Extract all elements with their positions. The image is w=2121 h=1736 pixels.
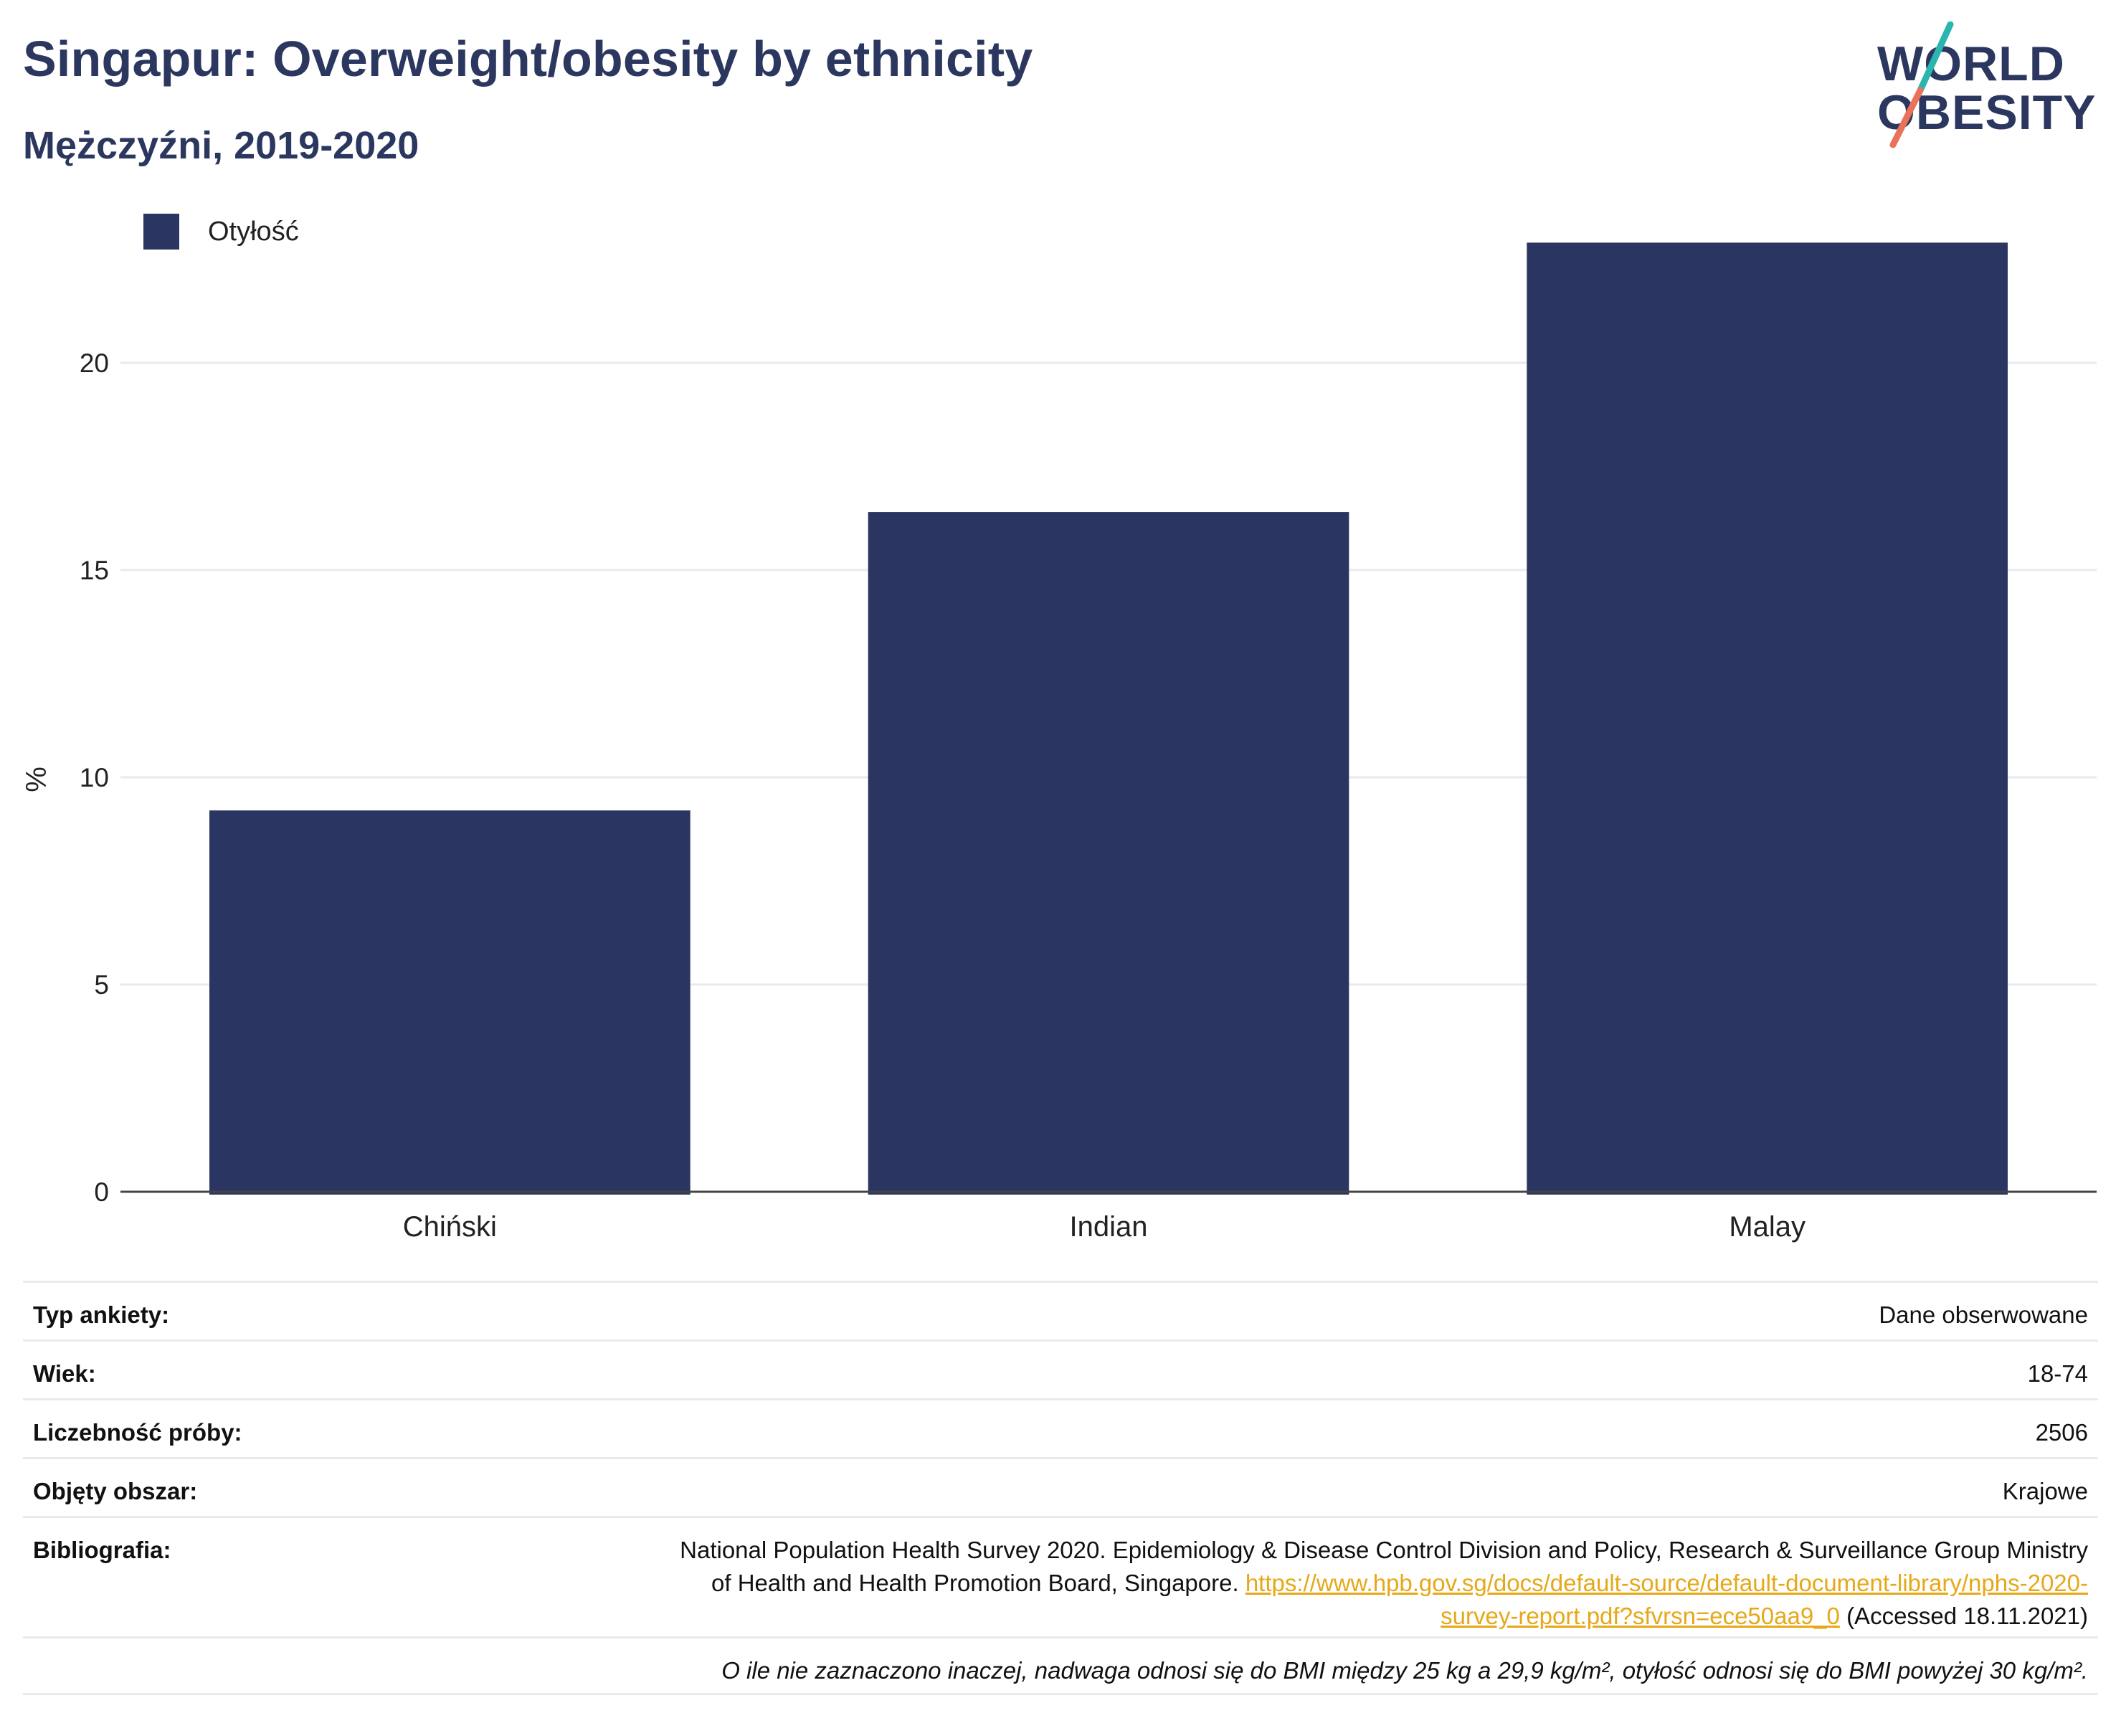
y-tick-label: 15: [80, 556, 109, 585]
meta-key: Liczebność próby:: [33, 1419, 242, 1446]
bibliography-text: National Population Health Survey 2020. …: [33, 1534, 2088, 1633]
meta-key: Wiek:: [33, 1360, 96, 1387]
bar-chart: 0 5 10 15 20 Chiński Indian Malay%: [21, 242, 2097, 1243]
x-tick-label: Malay: [1729, 1211, 1806, 1243]
y-tick-label: 10: [80, 763, 109, 792]
meta-row-bibliography: Bibliografia: National Population Health…: [23, 1516, 2098, 1636]
metadata-table: Typ ankiety: Dane obserwowane Wiek: 18-7…: [23, 1281, 2098, 1695]
world-obesity-logo: WORLD OBESITY: [1864, 22, 2101, 151]
definition-note: O ile nie zaznaczono inaczej, nadwaga od…: [721, 1657, 2088, 1684]
meta-row-area-covered: Objęty obszar: Krajowe: [23, 1457, 2098, 1516]
logo-word-obesity: OBESITY: [1877, 85, 2097, 140]
x-tick-label: Indian: [1070, 1211, 1148, 1243]
logo-word-world: WORLD: [1877, 37, 2065, 91]
y-tick-label: 5: [94, 970, 109, 1000]
meta-value: Dane obserwowane: [1879, 1301, 2088, 1328]
chart-subtitle: Mężczyźni, 2019-2020: [23, 124, 419, 167]
meta-key: Typ ankiety:: [33, 1301, 170, 1328]
bibliography-line-1: National Population Health Survey 2020. …: [680, 1537, 2088, 1563]
meta-value: 18-74: [2027, 1360, 2088, 1387]
meta-row-note: O ile nie zaznaczono inaczej, nadwaga od…: [23, 1636, 2098, 1695]
meta-key: Objęty obszar:: [33, 1478, 198, 1504]
logo-slash-icon: [1889, 22, 1954, 148]
meta-row-age: Wiek: 18-74: [23, 1339, 2098, 1398]
bibliography-link[interactable]: https://www.hpb.gov.sg/docs/default-sour…: [1245, 1570, 2088, 1596]
y-tick-label: 0: [94, 1177, 109, 1207]
meta-value: Krajowe: [2002, 1478, 2088, 1504]
bibliography-link-continued[interactable]: survey-report.pdf?sfvrsn=ece50aa9_0: [1441, 1603, 1840, 1629]
y-axis-title: %: [21, 767, 52, 792]
chart-title: Singapur: Overweight/obesity by ethnicit…: [23, 31, 1033, 87]
bar-malay: [1527, 242, 2008, 1195]
bibliography-publisher: of Health and Health Promotion Board, Si…: [711, 1570, 1239, 1596]
bibliography-line-3: survey-report.pdf?sfvrsn=ece50aa9_0 (Acc…: [33, 1600, 2088, 1633]
bar-chiński: [209, 810, 691, 1195]
bibliography-line-2: of Health and Health Promotion Board, Si…: [33, 1567, 2088, 1600]
x-tick-label: Chiński: [403, 1211, 497, 1243]
legend-swatch-obesity: [143, 214, 179, 250]
meta-key: Bibliografia:: [33, 1537, 171, 1563]
meta-row-sample-size: Liczebność próby: 2506: [23, 1398, 2098, 1457]
legend-label-obesity: Otyłość: [208, 217, 299, 247]
bibliography-accessed: (Accessed 18.11.2021): [1846, 1603, 2088, 1629]
bar-indian: [868, 512, 1349, 1195]
meta-value: 2506: [2035, 1419, 2088, 1446]
y-tick-label: 20: [80, 348, 109, 378]
meta-row-survey-type: Typ ankiety: Dane obserwowane: [23, 1281, 2098, 1339]
